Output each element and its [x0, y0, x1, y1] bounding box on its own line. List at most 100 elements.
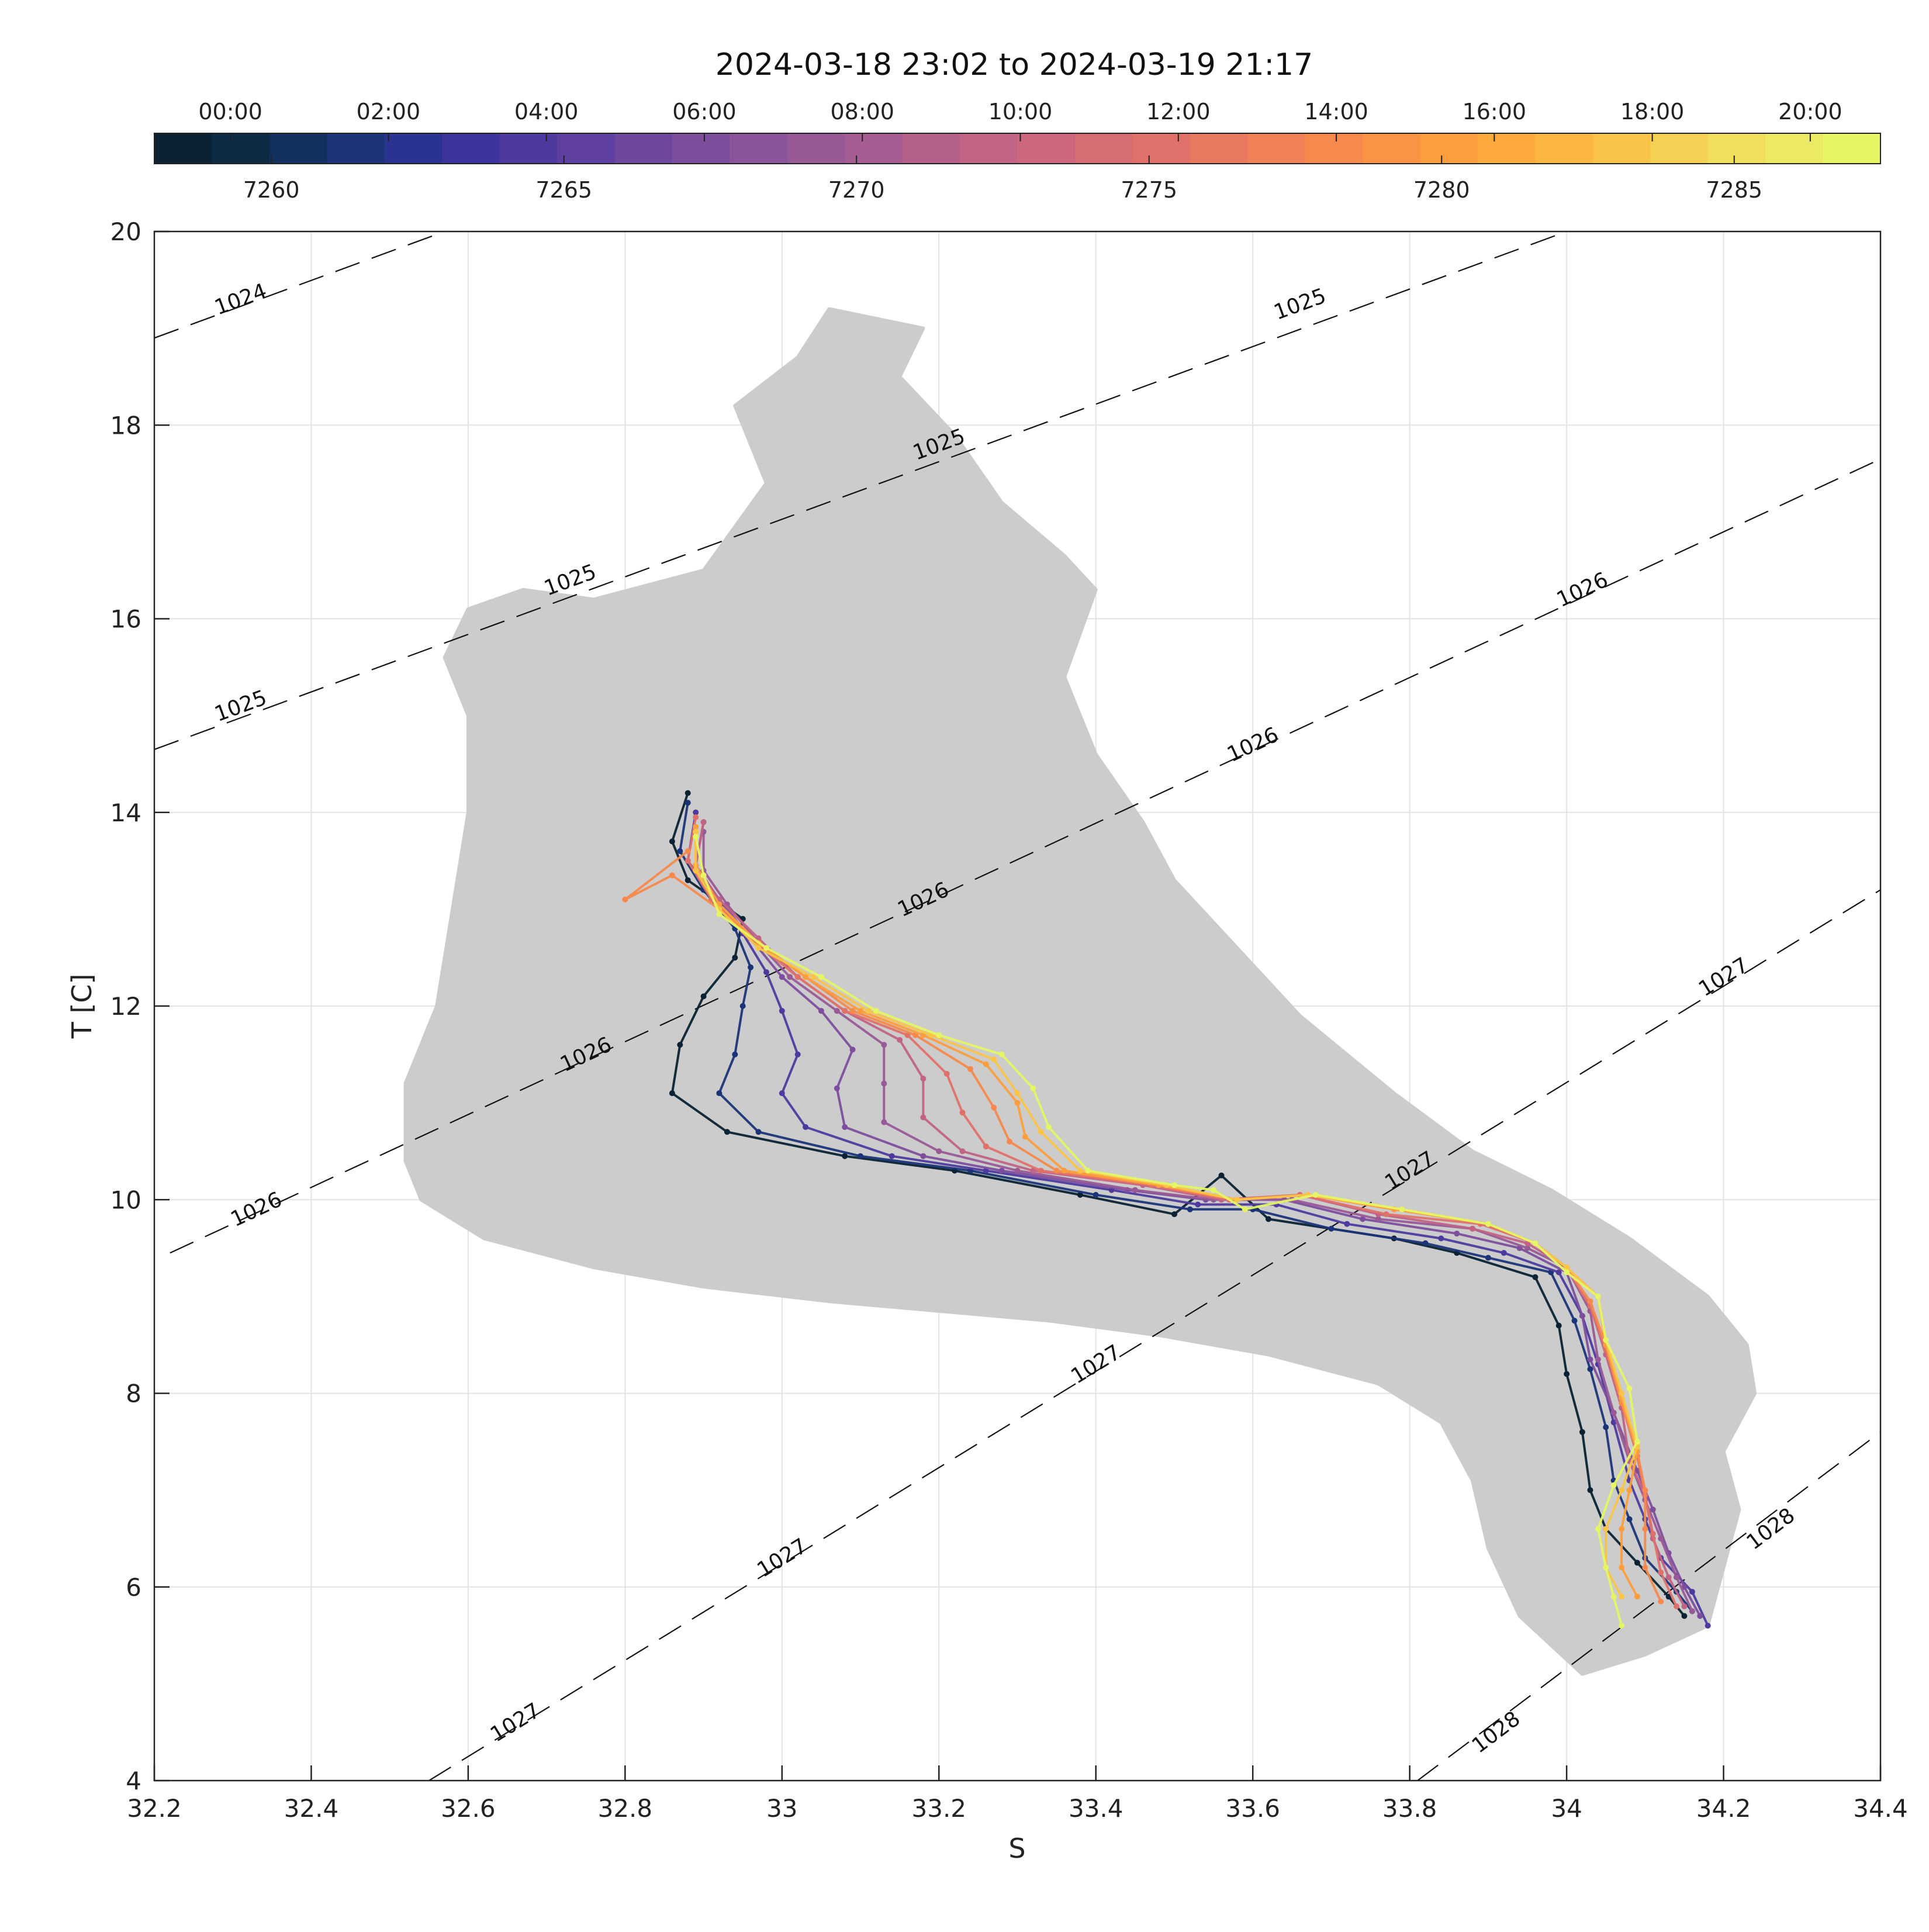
- profile-point: [1038, 1129, 1044, 1135]
- profile-group-10: [693, 834, 1640, 1629]
- y-tick-label: 6: [126, 1573, 141, 1602]
- profile-point: [849, 1046, 856, 1053]
- colorbar-segment: [1017, 133, 1076, 164]
- profile-point: [1532, 1274, 1539, 1280]
- profile-point: [1328, 1225, 1335, 1232]
- colorbar-segment: [1535, 133, 1593, 164]
- colorbar-segment: [1707, 133, 1766, 164]
- profile-point: [1234, 1197, 1240, 1203]
- profile-point: [881, 1080, 887, 1087]
- profile-point: [889, 1153, 895, 1159]
- colorbar-segment: [384, 133, 443, 164]
- colorbar-top-label: 20:00: [1778, 99, 1842, 125]
- profile-point: [1587, 1487, 1593, 1494]
- y-tick-label: 18: [110, 411, 141, 440]
- profile-point: [1038, 1167, 1044, 1174]
- isopycnal-line-1028: [1417, 1431, 1880, 1781]
- background-cloud: [403, 307, 1757, 1676]
- colorbar-top-label: 08:00: [830, 99, 894, 125]
- x-axis: 32.2 32.4 32.6 32.8 33 33.2 33.4 33.6 33.8 34 34.2…: [127, 1765, 1908, 1823]
- profile-point: [1674, 1574, 1679, 1581]
- profile-point: [1171, 1211, 1177, 1218]
- profile-point: [779, 974, 785, 980]
- x-tick-label: 32.6: [441, 1794, 496, 1823]
- profile-point: [1085, 1167, 1091, 1174]
- profile-point: [1014, 1100, 1021, 1106]
- profile-point: [803, 1124, 809, 1130]
- profile-point: [693, 824, 699, 830]
- profile-point: [1610, 1482, 1617, 1488]
- profile-point: [1383, 1211, 1389, 1218]
- colorbar-segment: [902, 133, 960, 164]
- profile-point: [763, 945, 769, 951]
- profile-point: [732, 955, 738, 961]
- x-axis-label: S: [1008, 1833, 1025, 1864]
- profile-point: [1312, 1192, 1319, 1198]
- profile-point: [1242, 1206, 1248, 1212]
- profile-point: [858, 1153, 863, 1159]
- colorbar-segment: [1420, 133, 1478, 164]
- profile-point: [991, 1056, 997, 1063]
- colorbar: 00:00 02:00 04:00 06:00 08:00 10:00 12:00 14:00…: [154, 99, 1881, 203]
- y-tick-label: 10: [110, 1186, 141, 1214]
- profile-point: [1626, 1516, 1633, 1522]
- profile-point: [865, 1008, 872, 1014]
- profile-point: [794, 974, 801, 980]
- profile-point: [834, 1085, 840, 1091]
- profile-point: [1619, 1594, 1625, 1600]
- profile-point: [1579, 1313, 1585, 1319]
- x-tick-label: 33.6: [1225, 1794, 1280, 1823]
- colorbar-top-label: 06:00: [672, 99, 737, 125]
- profile-point: [1344, 1221, 1350, 1227]
- profile-point: [1587, 1366, 1593, 1373]
- colorbar-segment: [1823, 133, 1881, 164]
- colorbar-segment: [787, 133, 845, 164]
- colorbar-segment: [269, 133, 327, 164]
- profile-point: [716, 1090, 722, 1097]
- profile-point: [1658, 1569, 1664, 1575]
- profile-point: [1595, 1356, 1601, 1363]
- profile-point: [1211, 1187, 1217, 1193]
- colorbar-segment: [212, 133, 270, 164]
- profile-point: [858, 1008, 863, 1014]
- profile-point: [920, 1114, 927, 1121]
- profile-point: [1485, 1254, 1491, 1261]
- colorbar-segment: [499, 133, 558, 164]
- profile-point: [1422, 1240, 1429, 1246]
- colorbar-frame: [154, 133, 1881, 164]
- profile-point: [834, 1008, 840, 1014]
- colorbar-segment: [730, 133, 788, 164]
- profile-point: [1587, 1356, 1593, 1363]
- profile-point: [700, 872, 707, 879]
- profile-point: [763, 969, 769, 975]
- profile-point: [794, 1051, 801, 1057]
- profile-point: [1077, 1192, 1083, 1198]
- profile-point: [700, 993, 707, 1000]
- profile-point: [1603, 1337, 1609, 1343]
- profile-point: [1438, 1235, 1444, 1242]
- profile-point: [1030, 1167, 1036, 1174]
- y-axis: 4 6 8 10 12 14 16 18 20: [110, 217, 170, 1795]
- profile-point: [842, 1153, 848, 1159]
- profile-point: [873, 1008, 879, 1014]
- profile-point: [1053, 1167, 1060, 1174]
- colorbar-segment: [154, 133, 213, 164]
- colorbar-segment: [960, 133, 1018, 164]
- y-tick-label: 20: [110, 217, 141, 246]
- profile-point: [1634, 1439, 1640, 1445]
- colorbar-segment: [442, 133, 500, 164]
- profile-point: [1665, 1574, 1672, 1581]
- profile-point: [1619, 1564, 1625, 1571]
- profile-point: [1470, 1225, 1475, 1232]
- profile-point: [983, 1061, 989, 1067]
- profile-point: [693, 834, 699, 840]
- profile-point: [1564, 1269, 1570, 1276]
- profile-point: [669, 1090, 675, 1097]
- profile-point: [677, 848, 683, 854]
- profile-point: [967, 1066, 973, 1072]
- profile-point: [1555, 1322, 1562, 1329]
- profile-point: [693, 809, 699, 815]
- profile-point: [693, 814, 699, 820]
- profile-point: [1524, 1245, 1530, 1252]
- isopycnal-line-1026: [170, 458, 1880, 1254]
